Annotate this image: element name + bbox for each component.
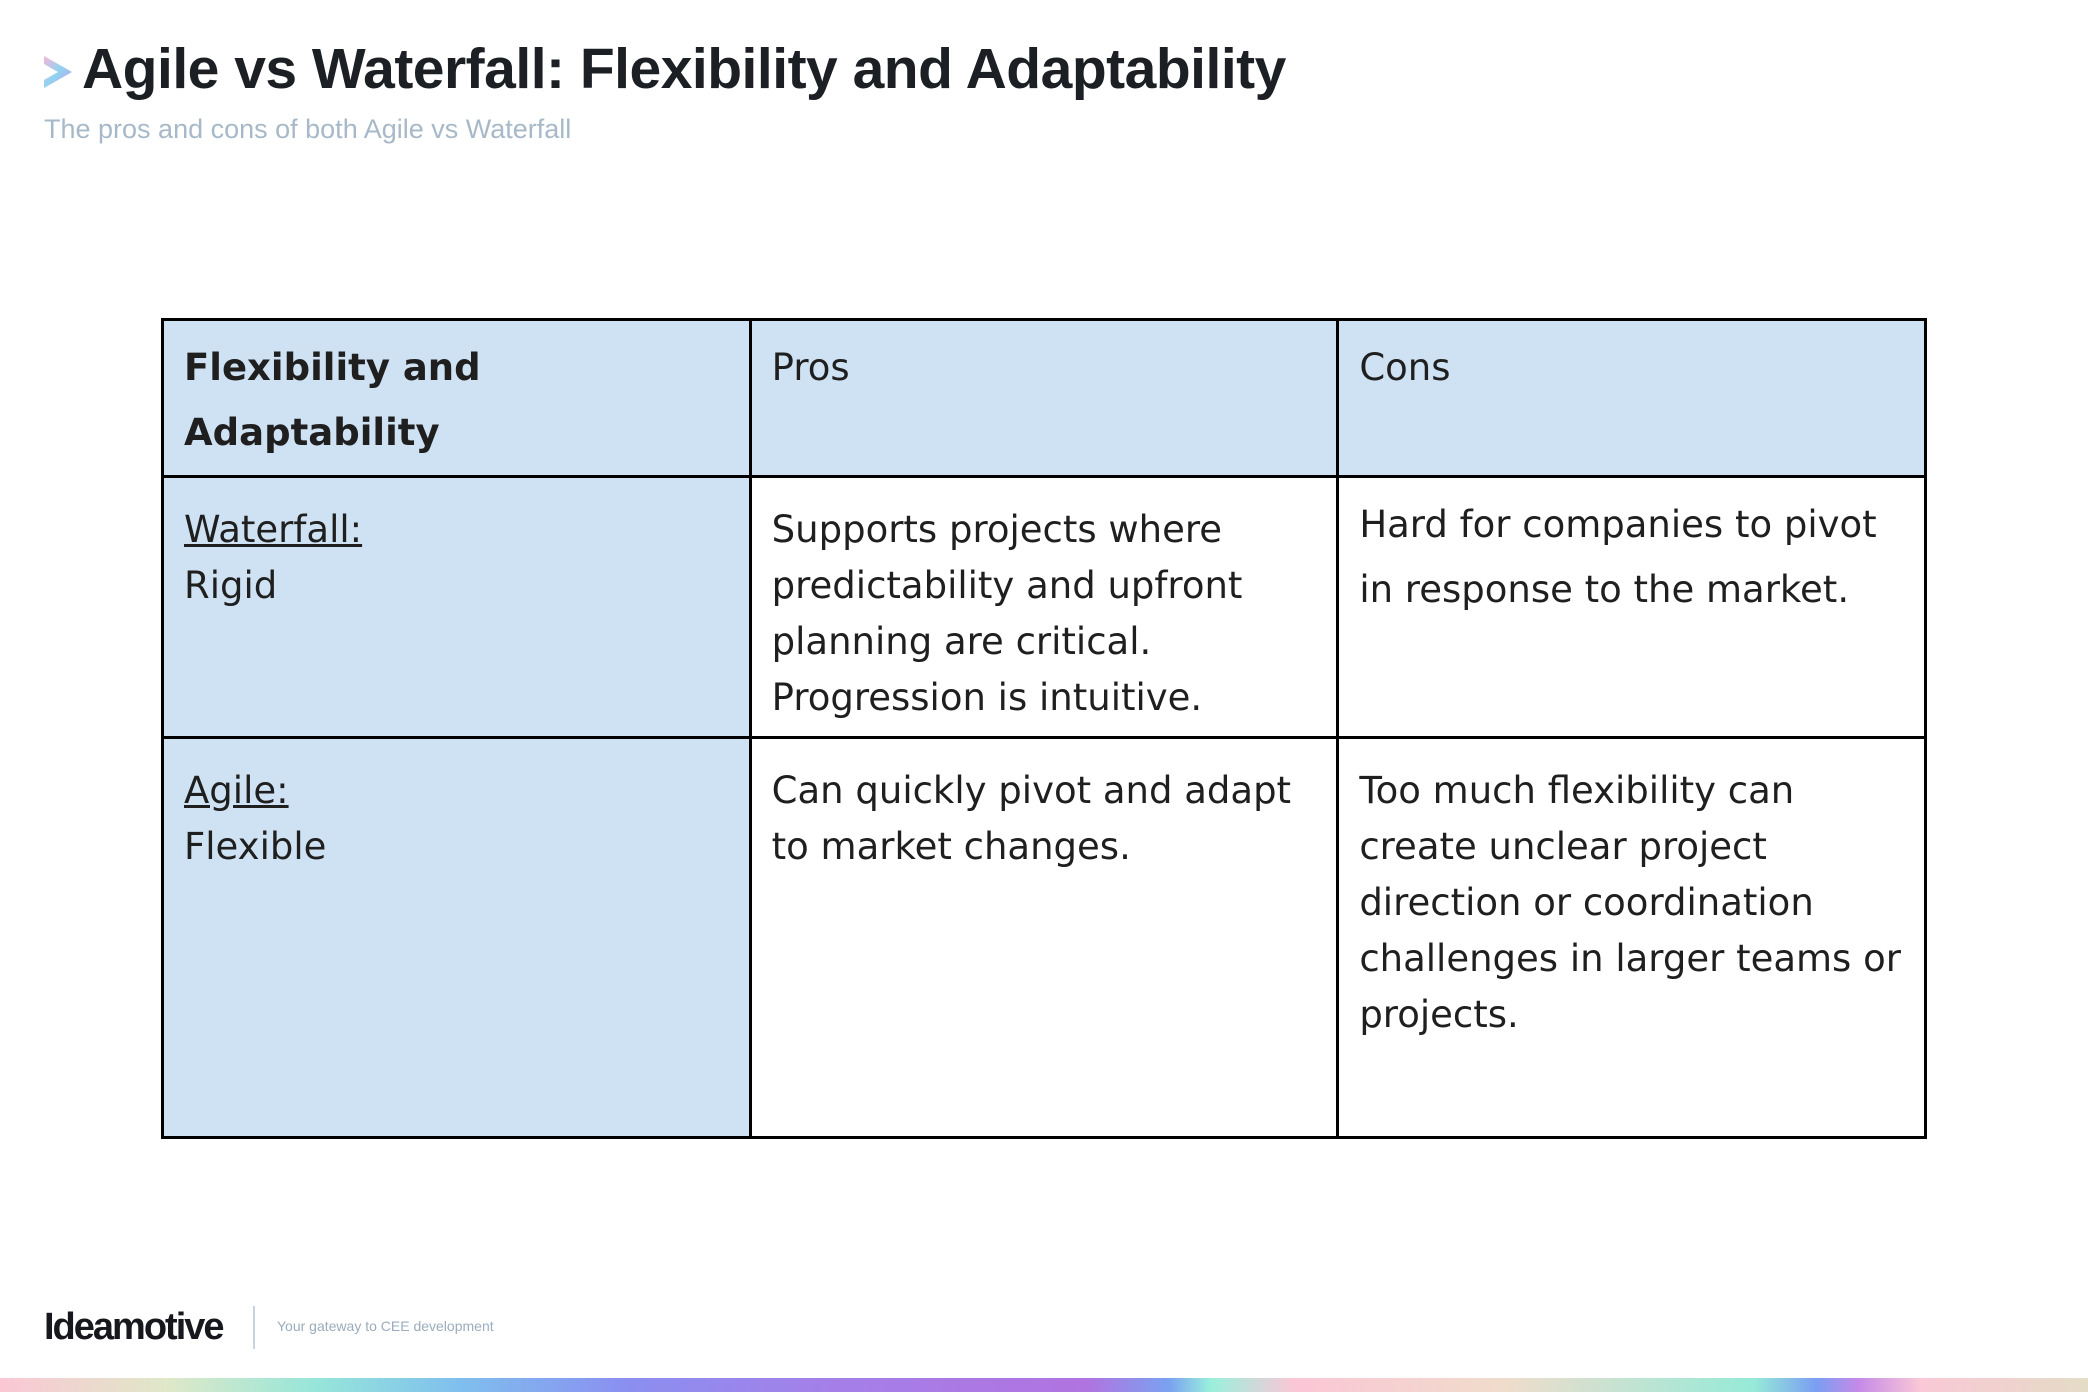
footer-divider — [253, 1306, 255, 1349]
method-name: Agile: — [184, 769, 289, 812]
header-cell: Flexibility and Adaptability — [161, 318, 752, 478]
brand-tagline: Your gateway to CEE development — [277, 1318, 494, 1334]
header-cell: Cons — [1336, 318, 1927, 478]
cons-cell: Too much flexibility can create unclear … — [1336, 736, 1927, 1139]
table-header-row: Flexibility and Adaptability Pros Cons — [161, 318, 1927, 478]
table-row: Waterfall: Rigid Supports projects where… — [161, 475, 1927, 739]
method-name: Waterfall: — [184, 508, 363, 551]
brand-logo: Ideamotive — [44, 1306, 225, 1348]
gradient-bar — [0, 1378, 2088, 1392]
comparison-table: Flexibility and Adaptability Pros Cons W… — [161, 318, 1927, 1139]
method-cell: Waterfall: Rigid — [161, 475, 752, 739]
method-trait: Rigid — [184, 564, 278, 607]
page-subtitle: The pros and cons of both Agile vs Water… — [44, 114, 572, 144]
page-title: Agile vs Waterfall: Flexibility and Adap… — [82, 37, 1286, 101]
header-cell: Pros — [748, 318, 1340, 478]
method-trait: Flexible — [184, 825, 327, 868]
table-row: Agile: Flexible Can quickly pivot and ad… — [161, 736, 1927, 1139]
pros-cell: Can quickly pivot and adapt to market ch… — [748, 736, 1340, 1139]
cons-cell: Hard for companies to pivot in response … — [1336, 475, 1927, 739]
pros-cell: Supports projects where predictability a… — [748, 475, 1340, 739]
method-cell: Agile: Flexible — [161, 736, 752, 1139]
chevron-logo-icon — [44, 56, 72, 88]
